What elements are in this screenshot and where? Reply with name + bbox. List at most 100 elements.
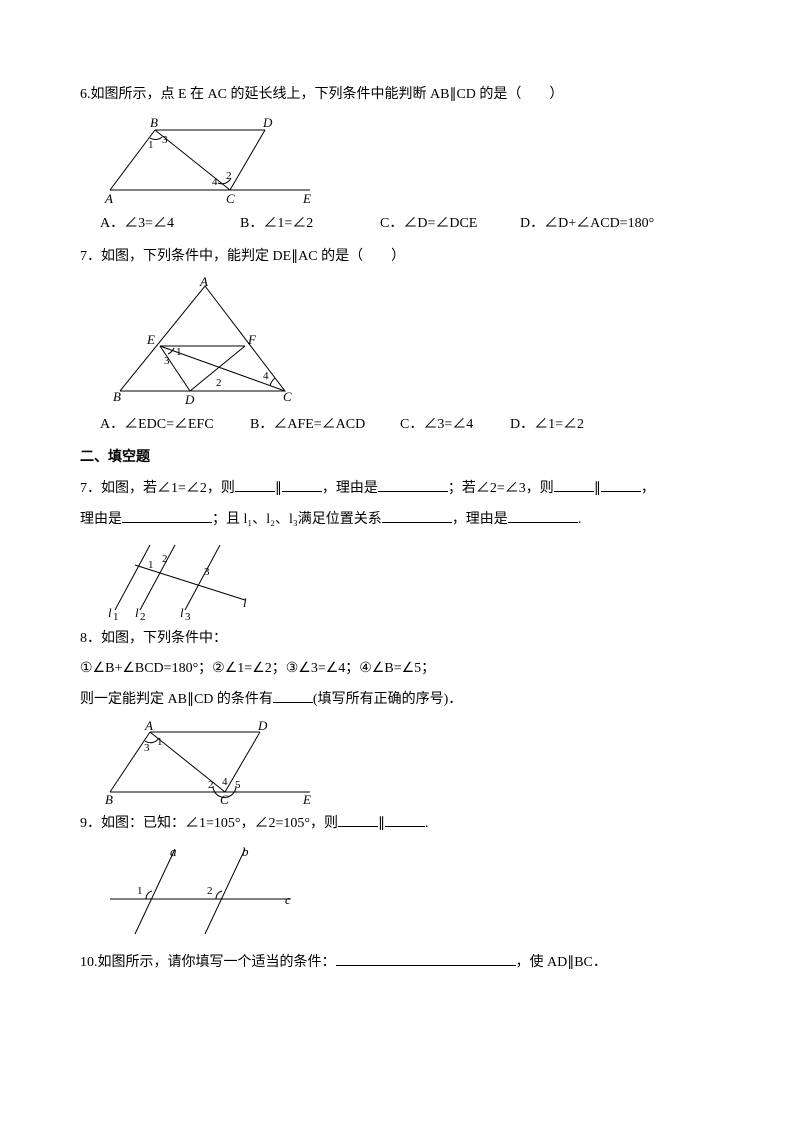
q8-l3a: 则一定能判定 AB∥CD 的条件有 xyxy=(80,692,273,707)
svg-text:1: 1 xyxy=(148,139,154,151)
q7a-opt-c: C．∠3=∠4 xyxy=(400,410,510,441)
svg-text:a: a xyxy=(170,844,177,859)
q6-opt-c: C．∠D=∠DCE xyxy=(380,209,520,240)
svg-text:3: 3 xyxy=(204,566,210,578)
q7b-t8: ；且 l₁、l₂、l₃满足位置关系 xyxy=(212,512,382,527)
svg-text:A: A xyxy=(104,191,113,205)
q7b-t6: ， xyxy=(641,481,655,496)
svg-text:2: 2 xyxy=(226,170,232,182)
svg-text:2: 2 xyxy=(207,885,213,897)
blank xyxy=(235,478,275,492)
svg-text:1: 1 xyxy=(157,736,163,748)
svg-text:3: 3 xyxy=(164,355,170,367)
blank xyxy=(554,478,594,492)
question-9: 9．如图：已知：∠1=105°，∠2=105°，则 ∥. a b c 1 2 xyxy=(80,809,714,944)
q7a-stem: 7．如图，下列条件中，能判定 DE∥AC 的是（ ） xyxy=(80,242,714,273)
q9-t3: . xyxy=(425,816,429,831)
svg-text:C: C xyxy=(220,792,229,805)
section-2-title: 二、填空题 xyxy=(80,443,714,474)
q6-options: A．∠3=∠4 B．∠1=∠2 C．∠D=∠DCE D．∠D+∠ACD=180° xyxy=(100,209,714,240)
q10-line: 10.如图所示，请你填写一个适当的条件： ，使 AD∥BC． xyxy=(80,948,714,979)
svg-text:2: 2 xyxy=(208,779,214,791)
svg-text:5: 5 xyxy=(235,779,241,791)
svg-text:l: l xyxy=(243,595,247,610)
q6-stem: 6.如图所示，点 E 在 AC 的延长线上，下列条件中能判断 AB∥CD 的是（… xyxy=(80,80,714,111)
svg-text:4: 4 xyxy=(212,176,218,188)
svg-text:3: 3 xyxy=(185,611,191,620)
svg-text:2: 2 xyxy=(162,553,168,565)
q8-figure: A D B C E 13 245 xyxy=(100,720,330,805)
svg-text:C: C xyxy=(283,389,292,404)
q7b-line1: 7．如图，若∠1=∠2，则∥，理由是；若∠2=∠3，则∥， xyxy=(80,474,714,505)
q6-opt-b: B．∠1=∠2 xyxy=(240,209,380,240)
question-8: 8．如图，下列条件中： ①∠B+∠BCD=180°；②∠1=∠2；③∠3=∠4；… xyxy=(80,624,714,805)
svg-text:l: l xyxy=(135,605,139,620)
svg-text:B: B xyxy=(150,115,158,130)
svg-text:B: B xyxy=(113,389,121,404)
question-7b: 7．如图，若∠1=∠2，则 ∥ ，理由是 ；若∠2=∠3，则 ∥ ， 理由是 ；且 l₁、l… xyxy=(80,474,714,620)
q7b-t4: ；若∠2=∠3，则 xyxy=(448,481,554,496)
svg-text:D: D xyxy=(257,720,268,733)
q6-opt-a: A．∠3=∠4 xyxy=(100,209,240,240)
q10-t1: 10.如图所示，请你填写一个适当的条件： xyxy=(80,955,336,970)
q7b-figure: 12 3 l1 l2 l3 l xyxy=(100,540,260,620)
q8-l3: 则一定能判定 AB∥CD 的条件有 (填写所有正确的序号)． xyxy=(80,685,714,716)
q10-t2: ，使 AD∥BC． xyxy=(516,955,607,970)
q6-opt-d: D．∠D+∠ACD=180° xyxy=(520,209,660,240)
svg-text:F: F xyxy=(247,332,257,347)
q7a-opt-b: B．∠AFE=∠ACD xyxy=(250,410,400,441)
q7b-t7: 理由是 xyxy=(80,512,122,527)
svg-text:1: 1 xyxy=(176,346,182,358)
q7b-t1: 7．如图，若∠1=∠2，则 xyxy=(80,481,235,496)
blank xyxy=(382,509,452,523)
svg-text:1: 1 xyxy=(148,559,154,571)
svg-text:4: 4 xyxy=(222,776,228,788)
svg-text:1: 1 xyxy=(113,611,119,620)
blank xyxy=(122,509,212,523)
q9-figure: a b c 1 2 xyxy=(100,844,300,944)
q9-t1: 9．如图：已知：∠1=105°，∠2=105°，则 xyxy=(80,816,338,831)
q7b-t9: ，理由是 xyxy=(452,512,508,527)
svg-text:B: B xyxy=(105,792,113,805)
svg-text:E: E xyxy=(302,191,311,205)
q8-l1: 8．如图，下列条件中： xyxy=(80,624,714,655)
svg-text:3: 3 xyxy=(144,742,150,754)
blank xyxy=(385,813,425,827)
svg-text:D: D xyxy=(184,392,195,406)
svg-text:3: 3 xyxy=(162,134,168,146)
svg-text:1: 1 xyxy=(137,885,143,897)
svg-text:4: 4 xyxy=(263,370,269,382)
question-10: 10.如图所示，请你填写一个适当的条件： ，使 AD∥BC． xyxy=(80,948,714,979)
svg-text:A: A xyxy=(144,720,153,733)
svg-text:l: l xyxy=(108,605,112,620)
svg-text:c: c xyxy=(285,892,291,907)
question-7a: 7．如图，下列条件中，能判定 DE∥AC 的是（ ） A EF BDC 13 2… xyxy=(80,242,714,442)
svg-text:C: C xyxy=(226,191,235,205)
q7a-figure: A EF BDC 13 24 xyxy=(100,276,310,406)
q9-t2: ∥ xyxy=(378,816,385,831)
blank xyxy=(336,952,516,966)
q7b-t5: ∥ xyxy=(594,481,601,496)
svg-text:E: E xyxy=(302,792,311,805)
blank xyxy=(601,478,641,492)
blank xyxy=(273,689,313,703)
q7a-opt-d: D．∠1=∠2 xyxy=(510,410,630,441)
q7b-t10: . xyxy=(578,512,582,527)
svg-text:D: D xyxy=(262,115,273,130)
svg-text:b: b xyxy=(242,844,249,859)
q7b-t2: ∥ xyxy=(275,481,282,496)
question-6: 6.如图所示，点 E 在 AC 的延长线上，下列条件中能判断 AB∥CD 的是（… xyxy=(80,80,714,240)
blank xyxy=(378,478,448,492)
blank xyxy=(508,509,578,523)
q8-l2: ①∠B+∠BCD=180°；②∠1=∠2；③∠3=∠4；④∠B=∠5； xyxy=(80,654,714,685)
svg-text:l: l xyxy=(180,605,184,620)
q6-figure: B D A C E 13 42 xyxy=(100,115,330,205)
blank xyxy=(282,478,322,492)
blank xyxy=(338,813,378,827)
q7b-line2: 理由是 ；且 l₁、l₂、l₃满足位置关系 ，理由是. xyxy=(80,505,714,536)
svg-text:A: A xyxy=(199,276,208,289)
q7a-options: A．∠EDC=∠EFC B．∠AFE=∠ACD C．∠3=∠4 D．∠1=∠2 xyxy=(100,410,714,441)
svg-text:E: E xyxy=(146,332,155,347)
q7a-opt-a: A．∠EDC=∠EFC xyxy=(100,410,250,441)
q8-l3b: (填写所有正确的序号)． xyxy=(313,692,462,707)
